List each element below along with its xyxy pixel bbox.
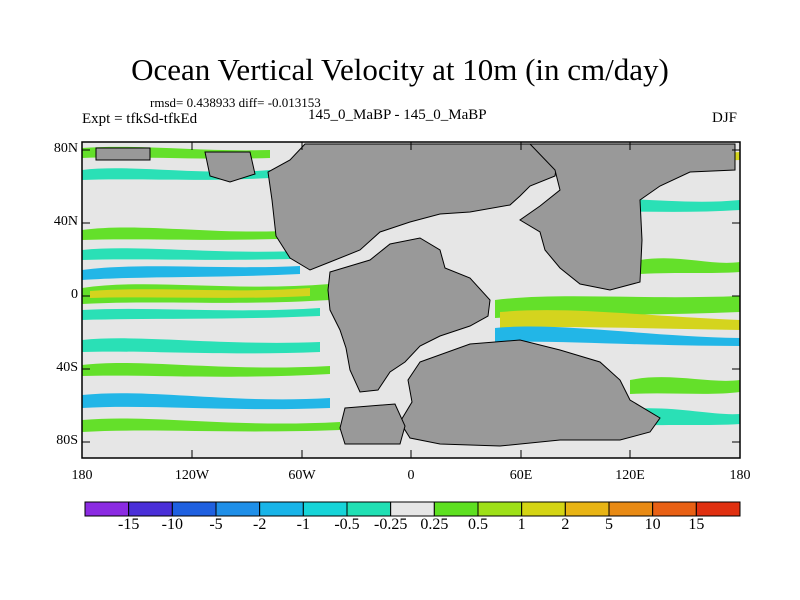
lon-label-120w: 120W	[174, 468, 210, 483]
colorbar-swatch	[346, 501, 392, 517]
positive-band	[82, 362, 330, 377]
stats-label: rmsd= 0.438933 diff= -0.013153	[150, 95, 321, 110]
colorbar-swatch	[259, 501, 304, 517]
colorbar-swatch	[302, 501, 348, 517]
colorbar-swatch	[215, 501, 261, 517]
land-island	[204, 151, 256, 183]
colorbar-swatch	[433, 501, 479, 517]
colorbar-swatch	[521, 501, 566, 517]
negative-band	[82, 393, 330, 410]
case-label: 145_0_MaBP - 145_0_MaBP	[308, 107, 487, 123]
positive-band	[630, 377, 740, 394]
colorbar-label: -2	[252, 516, 267, 533]
lon-label-180w: 180	[71, 468, 93, 483]
lon-label-180e: 180	[729, 468, 751, 483]
negative-band	[82, 266, 300, 280]
colorbar-swatch	[84, 501, 130, 517]
colorbar-swatch	[564, 501, 610, 517]
colorbar-label: 0.5	[468, 516, 488, 533]
axis-ticks	[82, 142, 740, 458]
colorbar-label: 15	[688, 516, 705, 533]
negative-band	[495, 326, 740, 346]
land-southwest-landmass	[339, 403, 406, 445]
positive-band-core	[90, 288, 310, 298]
land-north-landmass	[267, 143, 561, 271]
land-island	[95, 147, 151, 161]
positive-band	[640, 258, 740, 274]
land	[95, 143, 736, 447]
colorbar-swatch	[652, 501, 697, 517]
negative-band	[82, 248, 320, 260]
colorbar-label: -0.5	[334, 516, 360, 533]
lon-label-120e: 120E	[615, 468, 645, 483]
colorbar-label: 5	[605, 516, 613, 533]
colorbar-label: 10	[644, 516, 661, 533]
lon-label-60e: 60E	[509, 468, 533, 483]
colorbar-label: 2	[561, 516, 570, 533]
experiment-label: Expt = tfkSd-tfkEd	[82, 111, 198, 127]
lon-label-0: 0	[407, 468, 415, 483]
lon-label-60w: 60W	[288, 468, 316, 483]
land-east-landmass	[519, 143, 736, 291]
lat-label-0: 0	[71, 287, 78, 302]
colorbar-label: -5	[209, 516, 223, 533]
colorbar	[84, 501, 741, 517]
colorbar-label: -15	[117, 516, 140, 533]
season-label: DJF	[712, 110, 738, 126]
lat-label-80n: 80N	[53, 141, 78, 156]
colorbar-swatch	[390, 501, 435, 517]
negative-band	[82, 338, 320, 354]
lat-label-40s: 40S	[56, 360, 78, 375]
lat-label-80s: 80S	[56, 433, 78, 448]
lat-label-40n: 40N	[53, 214, 78, 229]
colorbar-label: -1	[296, 516, 310, 533]
colorbar-label: -0.25	[373, 516, 408, 533]
colorbar-label: 0.25	[420, 516, 449, 533]
land-central-landmass	[327, 237, 491, 393]
negative-band	[82, 308, 320, 320]
colorbar-swatch	[171, 501, 217, 517]
colorbar-label: 1	[517, 516, 526, 533]
positive-band	[82, 227, 300, 240]
positive-band-core	[500, 310, 740, 330]
colorbar-swatch	[695, 501, 741, 517]
positive-band	[82, 418, 340, 432]
colorbar-swatch	[477, 501, 523, 517]
colorbar-label: -10	[161, 516, 183, 533]
colorbar-swatch	[608, 501, 654, 517]
colorbar-swatch	[128, 501, 173, 517]
figure-title: Ocean Vertical Velocity at 10m (in cm/da…	[131, 52, 669, 87]
